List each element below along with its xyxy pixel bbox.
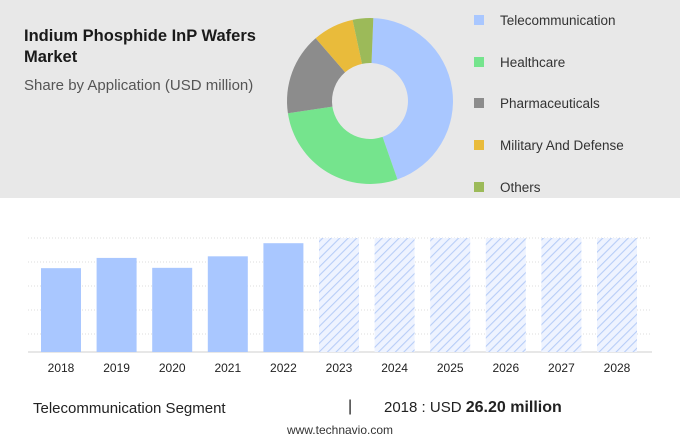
footer-separator: | (348, 398, 353, 415)
x-tick-label-2023: 2023 (326, 361, 353, 375)
x-tick-label-2019: 2019 (103, 361, 130, 375)
footer-amount: 26.20 million (465, 399, 562, 416)
x-tick-label-2020: 2020 (159, 361, 186, 375)
bar-2021 (207, 256, 248, 352)
forecast-bar-2023 (319, 238, 359, 352)
forecast-bar-2027 (541, 238, 582, 352)
x-tick-label-2024: 2024 (381, 361, 408, 375)
bar-2019 (96, 257, 137, 352)
bar-2020 (152, 267, 193, 352)
bar-2022 (263, 243, 304, 352)
donut-slice-pharmaceuticals (286, 38, 346, 114)
legend-swatch-pharmaceuticals (474, 98, 484, 108)
forecast-bar-2025 (430, 238, 471, 352)
x-tick-label-2026: 2026 (492, 361, 519, 375)
donut-chart (286, 18, 453, 184)
chart-subtitle: Share by Application (USD million) (24, 77, 254, 94)
legend-label-others: Others (500, 179, 541, 195)
x-tick-label-2022: 2022 (270, 361, 297, 375)
footer-year: 2018 (384, 399, 418, 416)
footer-currency: USD (429, 399, 462, 416)
footer-value: 2018 : USD 26.20 million (384, 399, 562, 417)
legend-label-telecommunication: Telecommunication (500, 12, 616, 28)
donut-slice-healthcare (287, 106, 398, 184)
x-tick-label-2025: 2025 (437, 361, 464, 375)
bar-chart: 2018 2019 2020 2021 2022 2023 2024 2025 2026 2027… (28, 237, 652, 375)
x-tick-label-2027: 2027 (548, 361, 575, 375)
donut-slice-others (352, 18, 374, 64)
legend-swatch-telecommunication (474, 15, 484, 25)
legend-label-healthcare: Healthcare (500, 54, 566, 70)
bar-2018 (41, 268, 81, 352)
legend-item-healthcare: Healthcare (474, 53, 565, 71)
footer-url: www.technavio.com (286, 423, 394, 437)
forecast-bar-2024 (374, 238, 415, 352)
forecast-bar-2026 (485, 238, 526, 352)
forecast-bar-2028 (597, 238, 637, 352)
legend-swatch-military-and-defense (474, 140, 484, 150)
footer-colon: : (421, 399, 426, 416)
x-tick-label-2018: 2018 (48, 361, 75, 375)
legend-item-others: Others (474, 178, 541, 196)
x-tick-label-2021: 2021 (214, 361, 241, 375)
legend-item-military-and-defense: Military And Defense (474, 136, 624, 154)
legend-swatch-healthcare (474, 57, 484, 67)
legend-swatch-others (474, 182, 484, 192)
legend-label-military-and-defense: Military And Defense (500, 137, 624, 153)
legend-item-pharmaceuticals: Pharmaceuticals (474, 94, 600, 112)
donut-slice-military-and-defense (315, 19, 363, 73)
legend-label-pharmaceuticals: Pharmaceuticals (500, 95, 600, 111)
x-tick-label-2028: 2028 (604, 361, 631, 375)
footer-segment-label: Telecommunication Segment (33, 400, 226, 417)
donut-slice-telecommunication (371, 18, 453, 180)
legend-item-telecommunication: Telecommunication (474, 11, 616, 29)
chart-title: Indium Phosphide InP Wafers Market (24, 27, 256, 66)
